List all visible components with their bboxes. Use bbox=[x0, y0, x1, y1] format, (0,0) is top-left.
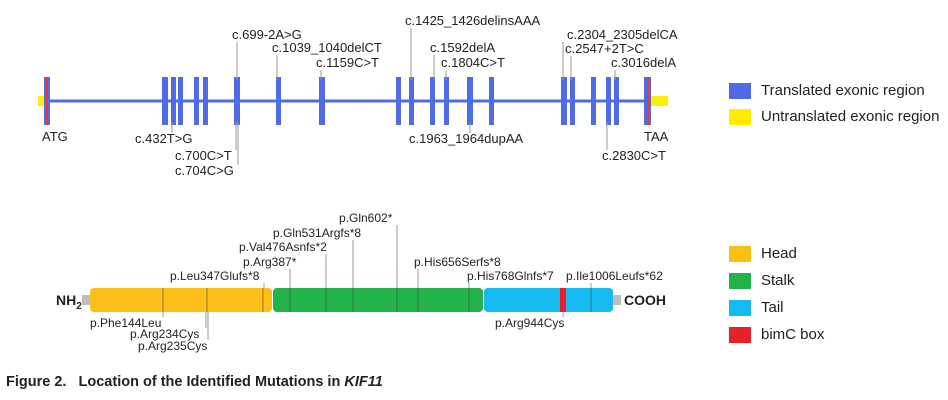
gene-mutation-label: c.699-2A>G bbox=[232, 27, 302, 42]
gene-mutation-label: c.1963_1964dupAA bbox=[409, 131, 524, 146]
exon-box bbox=[444, 77, 449, 125]
exon-box bbox=[396, 77, 401, 125]
protein-mutation-label: p.Arg235Cys bbox=[138, 339, 207, 353]
gene-mutation-label: c.1592delA bbox=[430, 40, 495, 55]
exon-box bbox=[162, 77, 168, 125]
tail-domain bbox=[484, 288, 613, 312]
protein-mutation-label: p.Phe144Leu bbox=[90, 316, 161, 330]
exon-box bbox=[319, 77, 325, 125]
gene-mutation-label: c.2830C>T bbox=[602, 148, 666, 163]
exon-box bbox=[178, 77, 183, 125]
n-terminus-subscript: 2 bbox=[76, 301, 82, 312]
exon-box bbox=[203, 77, 208, 125]
utr-5prime bbox=[38, 96, 48, 106]
gene-mutation-label: c.700C>T bbox=[175, 148, 232, 163]
exon-box bbox=[489, 77, 494, 125]
exon-box bbox=[194, 77, 199, 125]
head-domain bbox=[90, 288, 272, 312]
gene-mutation-label: c.2304_2305delCA bbox=[567, 27, 678, 42]
utr-3prime bbox=[650, 96, 668, 106]
exon-box bbox=[430, 77, 435, 125]
protein-mutation-label: p.Ile1006Leufs*62 bbox=[566, 269, 663, 283]
untranslated-swatch bbox=[729, 108, 751, 125]
caption-text: Location of the Identified Mutations in bbox=[78, 374, 345, 390]
exon-box bbox=[591, 77, 596, 125]
caption-prefix: Figure 2. bbox=[6, 374, 67, 390]
exon-box bbox=[467, 77, 473, 125]
stalk-domain bbox=[273, 288, 483, 312]
exon-box bbox=[561, 77, 567, 125]
n-terminal-stub bbox=[82, 295, 91, 305]
exon-box bbox=[570, 77, 575, 125]
legend-label-stalk: Stalk bbox=[761, 272, 795, 289]
tail-swatch bbox=[729, 299, 751, 316]
kif11-mutation-diagram: ATG TAA c.699-2A>Gc.1039_1040delCTc.1159C>… bbox=[38, 13, 678, 353]
legend-item-untranslated: Untranslated exonic region bbox=[729, 108, 939, 125]
gene-mutation-label: c.1159C>T bbox=[316, 55, 379, 70]
gene-mutation-label: c.704C>G bbox=[175, 163, 234, 178]
translated-swatch bbox=[729, 82, 751, 99]
legend-item-head: Head bbox=[729, 245, 797, 262]
exon-box bbox=[171, 77, 176, 125]
protein-mutation-label: p.Arg944Cys bbox=[495, 316, 564, 330]
gene-mutation-label: c.1039_1040delCT bbox=[272, 40, 382, 55]
protein-mutation-label: p.Val476Asnfs*2 bbox=[239, 240, 327, 254]
head-swatch bbox=[729, 245, 751, 262]
legend-label-head: Head bbox=[761, 245, 797, 262]
legend-item-stalk: Stalk bbox=[729, 272, 794, 289]
c-terminal-stub bbox=[612, 295, 621, 305]
stop-codon-label: TAA bbox=[644, 129, 669, 144]
exon-box bbox=[409, 77, 414, 125]
protein-mutation-label: p.Arg234Cys bbox=[130, 327, 199, 341]
figure-caption: Figure 2. Location of the Identified Mut… bbox=[6, 374, 383, 390]
exon-box bbox=[234, 77, 240, 125]
protein-mutation-label: p.His768Glnfs*7 bbox=[467, 269, 554, 283]
legend-item-tail: Tail bbox=[729, 299, 784, 316]
legend-label-bimc: bimC box bbox=[761, 326, 825, 343]
protein-mutation-label: p.Gln602* bbox=[339, 211, 393, 225]
legend-label-tail: Tail bbox=[761, 299, 784, 316]
legend-label-untranslated: Untranslated exonic region bbox=[761, 108, 940, 125]
legend-item-translated: Translated exonic region bbox=[729, 82, 925, 99]
gene-mutation-label: c.1804C>T bbox=[441, 55, 505, 70]
protein-mutation-label: p.Gln531Argfs*8 bbox=[273, 226, 361, 240]
legend-item-bimc: bimC box bbox=[729, 326, 824, 343]
bimc-box bbox=[560, 288, 566, 312]
protein-mutation-label: p.Arg387* bbox=[243, 255, 297, 269]
start-codon-label: ATG bbox=[42, 129, 68, 144]
exon-box bbox=[614, 77, 619, 125]
gene-mutation-label: c.3016delA bbox=[611, 55, 676, 70]
gene-mutation-label: c.432T>G bbox=[135, 131, 192, 146]
start-codon-marker bbox=[46, 77, 48, 125]
stop-codon-marker bbox=[647, 77, 649, 125]
gene-mutation-label: c.1425_1426delinsAAA bbox=[405, 13, 540, 28]
legend-label-translated: Translated exonic region bbox=[761, 82, 925, 99]
c-terminus-label: COOH bbox=[624, 292, 666, 308]
gene-mutation-label: c.2547+2T>C bbox=[565, 41, 644, 56]
exon-box bbox=[606, 77, 611, 125]
protein-mutation-label: p.His656Serfs*8 bbox=[414, 255, 501, 269]
exon-box bbox=[276, 77, 281, 125]
caption-gene: KIF11 bbox=[344, 374, 383, 390]
n-terminus-label: NH2 bbox=[56, 292, 82, 312]
stalk-swatch bbox=[729, 272, 751, 289]
protein-mutation-label: p.Leu347Glufs*8 bbox=[170, 269, 260, 283]
bimc-swatch bbox=[729, 326, 751, 343]
